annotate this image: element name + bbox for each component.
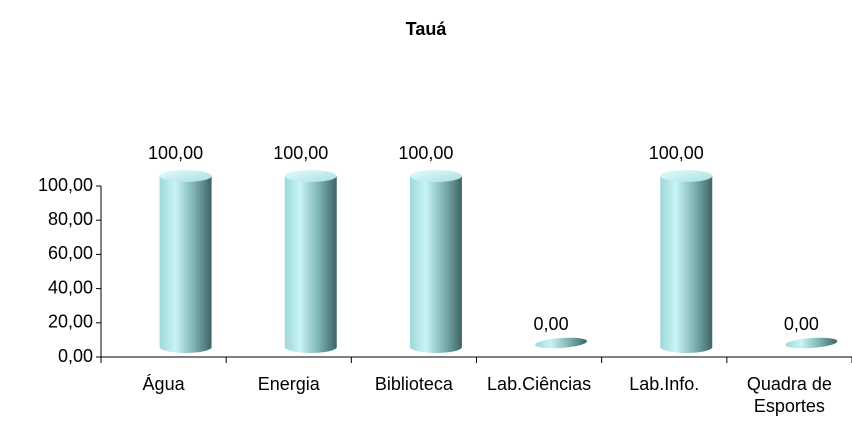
bar-top <box>159 170 212 182</box>
x-tick-label: Lab.Info. <box>629 374 699 394</box>
bar-body <box>660 176 713 347</box>
x-tick-line: Esportes <box>754 396 825 416</box>
bar-bottom <box>284 341 337 353</box>
bar <box>660 170 713 353</box>
bar <box>159 170 212 353</box>
bar-body <box>284 176 337 347</box>
bar-top <box>284 170 337 182</box>
data-label: 0,00 <box>534 314 569 334</box>
y-tick-label: 80,00 <box>48 209 93 229</box>
bar-top <box>660 170 713 182</box>
y-tick-label: 20,00 <box>48 312 93 332</box>
bar <box>535 337 588 349</box>
bar-body <box>409 176 462 347</box>
bar-top <box>409 170 462 182</box>
y-tick-label: 40,00 <box>48 277 93 297</box>
y-tick-label: 60,00 <box>48 243 93 263</box>
x-tick-label: Água <box>143 374 186 394</box>
bar-base <box>535 337 588 349</box>
data-label: 100,00 <box>148 143 203 163</box>
x-tick-label: Biblioteca <box>375 374 454 394</box>
chart-title: Tauá <box>406 19 448 39</box>
x-tick-label: Energia <box>258 374 321 394</box>
bar-bottom <box>409 341 462 353</box>
bar-base <box>785 337 838 349</box>
data-label: 100,00 <box>398 143 453 163</box>
bar-bottom <box>660 341 713 353</box>
bar <box>284 170 337 353</box>
x-tick-line: Quadra de <box>747 374 832 394</box>
bar-bottom <box>159 341 212 353</box>
y-tick-label: 100,00 <box>38 175 93 195</box>
y-tick-label: 0,00 <box>58 346 93 366</box>
bar <box>409 170 462 353</box>
bar <box>785 337 838 349</box>
data-label: 100,00 <box>273 143 328 163</box>
bar-body <box>159 176 212 347</box>
data-label: 100,00 <box>649 143 704 163</box>
x-tick-label: Lab.Ciências <box>487 374 591 394</box>
x-tick-label: Quadra de Esportes <box>747 374 832 416</box>
data-label: 0,00 <box>784 314 819 334</box>
